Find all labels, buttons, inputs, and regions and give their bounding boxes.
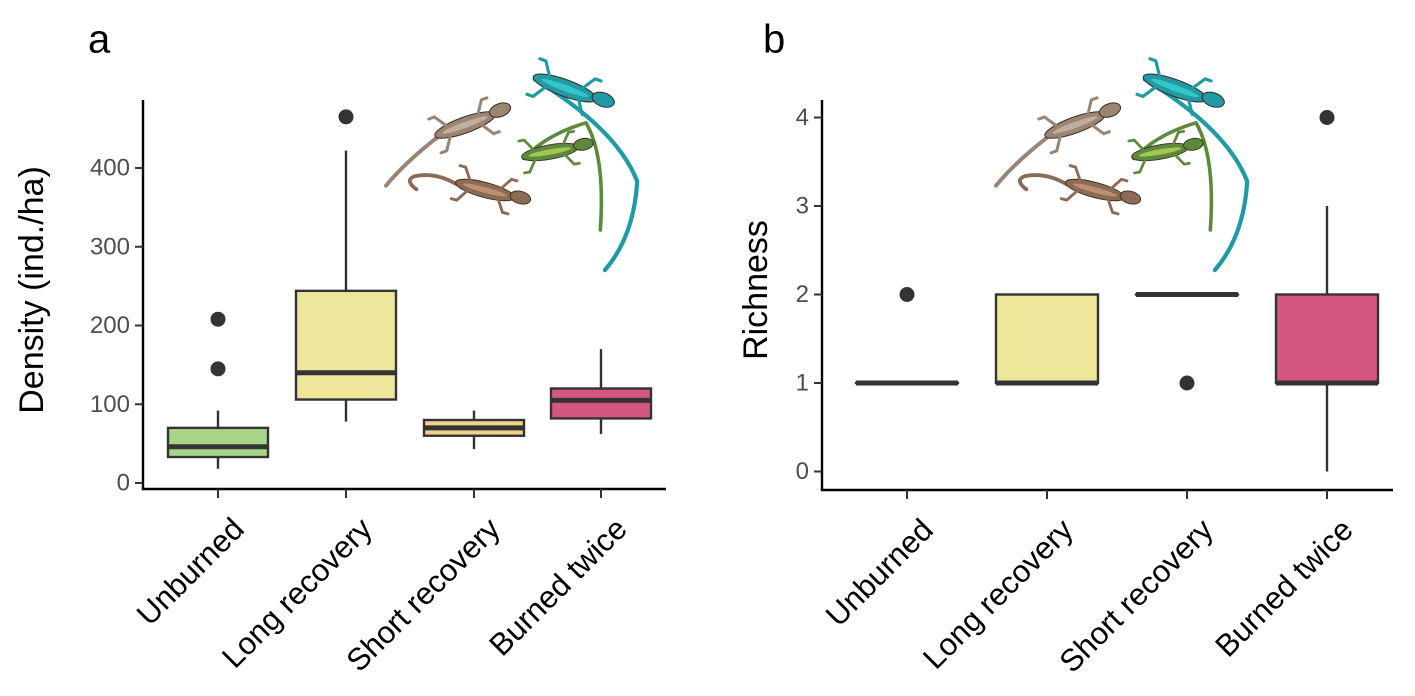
y-tick-label: 3	[796, 193, 809, 220]
y-tick-label: 300	[90, 233, 130, 260]
box-unburned	[854, 287, 960, 386]
panel-b-turquoise-lizard-top	[1135, 57, 1250, 273]
iqr-box	[166, 426, 270, 459]
x-tick-label-unburned: Unburned	[819, 512, 940, 633]
x-tick-label-burned-twice: Burned twice	[482, 511, 633, 662]
iqr-box	[994, 293, 1100, 385]
panel-a-lizard-group	[383, 57, 640, 273]
box-burned-twice	[549, 349, 653, 435]
outlier-point	[338, 109, 354, 125]
x-tick-label-unburned: Unburned	[130, 511, 251, 632]
panel-a-turquoise-lizard-top	[525, 57, 640, 273]
y-tick-label: 2	[796, 281, 809, 308]
box-short-recovery	[1134, 292, 1240, 391]
box-short-recovery	[422, 410, 526, 450]
panel-a-brown-lizard-bottom	[407, 164, 532, 216]
y-tick-label: 0	[796, 458, 809, 485]
y-axis-title: Density (ind./ha)	[13, 166, 51, 414]
outlier-point	[899, 287, 915, 302]
y-axis-title: Richness	[737, 220, 775, 360]
panel-a-green-lizard-middle	[517, 120, 604, 232]
iqr-box	[294, 289, 398, 401]
box-unburned	[166, 311, 270, 469]
y-tick-label: 0	[117, 470, 130, 497]
box-burned-twice	[1274, 110, 1380, 472]
box-long-recovery	[294, 109, 398, 422]
y-tick-label: 1	[796, 370, 809, 397]
panel-b-lizard-group	[993, 57, 1250, 273]
y-tick-label: 400	[90, 155, 130, 182]
outlier-point	[1179, 375, 1195, 391]
box-long-recovery	[994, 293, 1100, 386]
outlier-point	[210, 311, 226, 327]
lizard-illustrations	[383, 57, 1250, 273]
y-tick-label: 4	[796, 104, 809, 131]
iqr-box	[1274, 293, 1380, 385]
outlier-point	[210, 361, 226, 377]
panel-b-green-lizard-middle	[1127, 120, 1214, 232]
y-tick-label: 200	[90, 312, 130, 339]
y-tick-label: 100	[90, 391, 130, 418]
panel-b-brown-lizard-bottom	[1017, 164, 1142, 216]
iqr-box	[549, 387, 653, 420]
panel-a-brown-lizard-left	[383, 96, 512, 188]
panel-label: b	[763, 18, 785, 62]
panel-label: a	[88, 18, 111, 62]
panel-b-brown-lizard-left	[993, 96, 1122, 188]
x-tick-label-burned-twice: Burned twice	[1208, 512, 1359, 663]
outlier-point	[1319, 110, 1335, 125]
